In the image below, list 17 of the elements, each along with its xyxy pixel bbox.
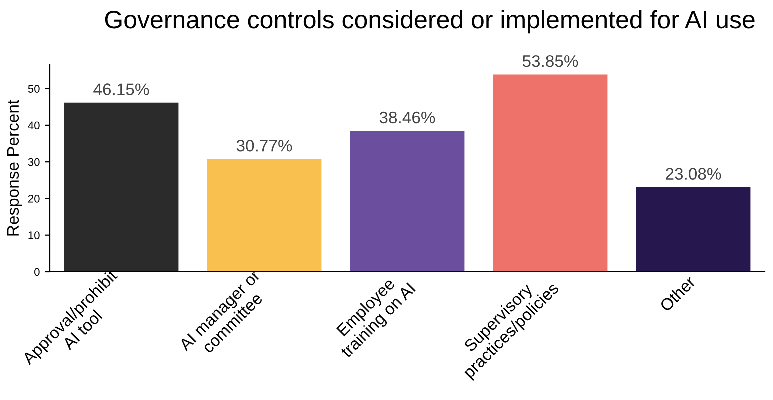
data-label: 38.46% xyxy=(380,112,436,124)
data-label: 46.15% xyxy=(94,84,150,96)
data-label: 30.77% xyxy=(236,140,292,152)
y-axis-title: Response Percent xyxy=(7,100,22,236)
y-tick-label: 20 xyxy=(28,194,40,203)
y-tick-label: 30 xyxy=(28,158,40,166)
bar xyxy=(64,102,179,272)
y-tick-label: 10 xyxy=(28,232,40,240)
data-label: 23.08% xyxy=(666,168,722,180)
bar xyxy=(207,159,322,272)
bar xyxy=(350,131,465,272)
y-tick-label: 50 xyxy=(28,85,40,93)
data-label: 53.85% xyxy=(522,55,578,68)
chart-title: Governance controls considered or implemented for AI use xyxy=(105,10,755,34)
y-tick-label: 40 xyxy=(28,122,40,130)
bar xyxy=(493,74,608,272)
bar xyxy=(636,187,751,272)
